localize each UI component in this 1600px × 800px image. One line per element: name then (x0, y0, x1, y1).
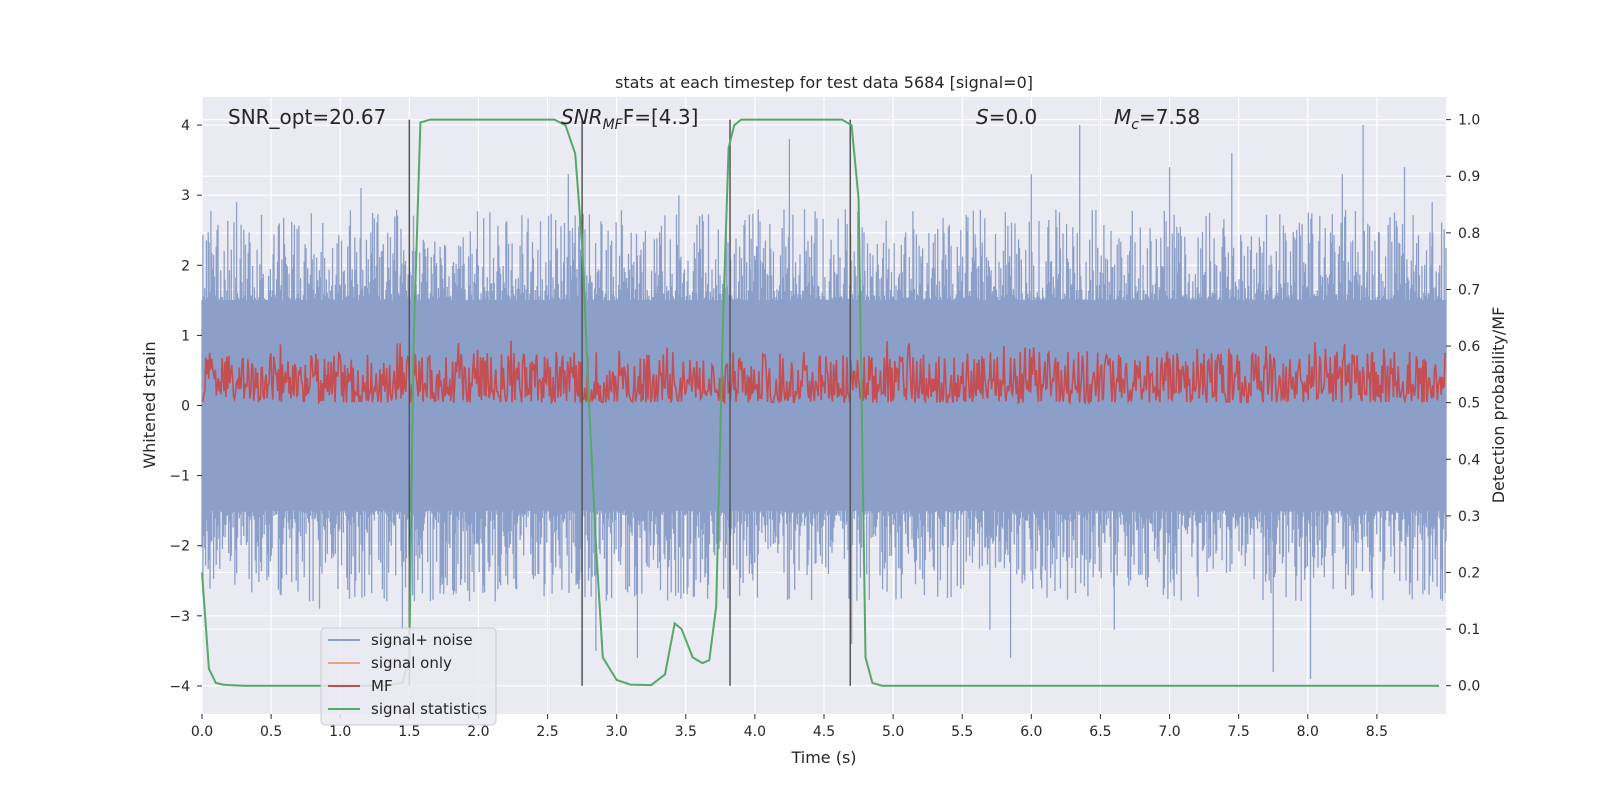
legend-label-signal-noise: signal+ noise (371, 631, 473, 649)
legend-box (320, 627, 497, 726)
x-tick-label: 0.0 (191, 724, 213, 740)
legend-label-mf: MF (371, 677, 393, 695)
y-right-tick-label: 1.0 (1458, 113, 1480, 129)
y-left-tick-label: −4 (169, 679, 190, 695)
y-right-tick-label: 0.6 (1458, 339, 1480, 355)
annotation-mc-base: M (1114, 105, 1131, 129)
legend-label-signal-statistics: signal statistics (371, 700, 487, 718)
y-left-tick-label: −2 (169, 539, 190, 555)
annotation-s: S=0.0 (976, 105, 1037, 129)
x-tick-label: 3.0 (606, 724, 628, 740)
y-left-tick-label: −1 (169, 469, 190, 485)
y-right-tick-label: 0.0 (1458, 679, 1480, 695)
vertical-lines (408, 119, 852, 686)
x-tick-label: 7.5 (1228, 724, 1250, 740)
y-right-tick-label: 0.4 (1458, 452, 1480, 468)
annotation-s-label: S (976, 105, 989, 129)
x-tick-label: 2.0 (467, 724, 489, 740)
noise-trace (201, 125, 1447, 679)
x-tick-label: 1.0 (329, 724, 351, 740)
y-left-axis-ticks: 4 3 2 1 0 −1 −2 −3 −4 (169, 118, 202, 695)
annotation-snr-mf-tail: F=[4.3] (623, 105, 699, 129)
annotation-snr-mf: SNRMFF=[4.3] (561, 105, 698, 133)
y-right-tick-label: 0.3 (1458, 509, 1480, 525)
y-right-tick-label: 0.8 (1458, 226, 1480, 242)
y-right-axis-ticks: 1.0 0.9 0.8 0.7 0.6 0.5 0.4 0.3 0.2 0.1 0.0 (1446, 113, 1480, 695)
y-left-axis-label: Whitened strain (140, 341, 159, 468)
x-tick-label: 0.5 (260, 724, 282, 740)
chart-title: stats at each timestep for test data 568… (615, 73, 1033, 92)
legend-label-signal-only: signal only (371, 654, 452, 672)
x-tick-label: 6.0 (1020, 724, 1042, 740)
x-axis-label: Time (s) (790, 748, 856, 767)
x-tick-label: 7.0 (1158, 724, 1180, 740)
x-tick-label: 3.5 (675, 724, 697, 740)
y-right-tick-label: 0.7 (1458, 282, 1480, 298)
y-right-tick-label: 0.9 (1458, 169, 1480, 185)
annotation-snr-mf-base: SNR (561, 105, 603, 129)
y-left-tick-label: 4 (181, 118, 190, 134)
legend: signal+ noise signal only MF signal stat… (320, 627, 497, 726)
x-tick-label: 4.0 (744, 724, 766, 740)
annotation-mc: Mc=7.58 (1114, 105, 1200, 133)
y-left-tick-label: 3 (181, 188, 190, 204)
y-right-tick-label: 0.5 (1458, 396, 1480, 412)
x-tick-label: 8.5 (1366, 724, 1388, 740)
annotation-mc-tail: =7.58 (1139, 105, 1200, 129)
y-right-tick-label: 0.2 (1458, 565, 1480, 581)
x-tick-label: 4.5 (813, 724, 835, 740)
y-right-tick-label: 0.1 (1458, 622, 1480, 638)
y-left-tick-label: 0 (181, 399, 190, 415)
annotation-snr-opt: SNR_opt=20.67 (228, 105, 386, 129)
y-left-tick-label: 1 (181, 328, 190, 344)
x-tick-label: 6.5 (1089, 724, 1111, 740)
x-tick-label: 5.0 (882, 724, 904, 740)
x-tick-label: 8.0 (1297, 724, 1319, 740)
x-tick-label: 1.5 (398, 724, 420, 740)
y-right-axis-label: Detection probability/MF (1489, 307, 1508, 504)
annotation-snr-mf-sub: MF (603, 117, 624, 133)
y-left-tick-label: 2 (181, 258, 190, 274)
x-tick-label: 2.5 (536, 724, 558, 740)
annotation-s-tail: =0.0 (989, 105, 1038, 129)
x-axis-ticks: 0.0 0.5 1.0 1.5 2.0 2.5 3.0 3.5 4.0 4.5 5.0 5.5 6.0 6… (191, 714, 1388, 740)
y-left-tick-label: −3 (169, 609, 190, 625)
annotation-mc-sub: c (1131, 117, 1139, 133)
x-tick-label: 5.5 (951, 724, 973, 740)
